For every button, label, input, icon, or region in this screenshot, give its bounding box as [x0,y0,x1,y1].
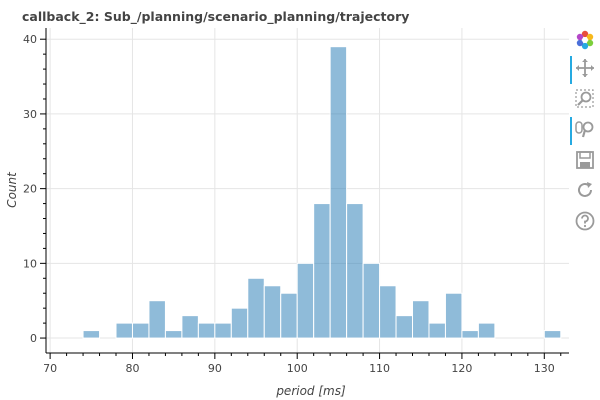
pan-tool-button[interactable] [570,54,600,84]
histogram-bar [230,307,249,339]
histogram-bar [197,322,216,339]
histogram-bar [164,330,183,339]
histogram-bar [313,203,331,339]
histogram-bar [395,315,414,339]
chart-toolbar [570,26,600,241]
y-tick-label: 30 [23,108,37,121]
histogram-bar [296,262,315,339]
histogram-bar [247,277,265,339]
y-tick-label: 20 [23,183,37,196]
help-icon [575,211,595,231]
x-tick-label: 100 [287,362,308,375]
histogram-bar [346,203,364,339]
y-tick-label: 0 [30,332,37,345]
histogram-bar [148,300,166,339]
x-tick-label: 130 [534,362,555,375]
histogram-bar [329,46,348,339]
histogram-bar [115,322,133,339]
wheel-zoom-tool-button[interactable] [570,115,600,145]
histogram-bar [444,292,463,339]
histogram-bar [477,322,496,339]
bars-group [82,46,562,339]
reset-tool-button[interactable] [570,176,600,206]
pan-icon [576,59,594,77]
x-tick-label: 80 [125,362,139,375]
axes-group: 70 80 90 100 110 120 130 0 10 20 30 40 [23,28,569,375]
bokeh-logo[interactable] [570,26,600,56]
x-tick-label: 110 [369,362,390,375]
bokeh-logo-icon [576,30,594,50]
y-tick-label: 40 [23,33,37,46]
histogram-bar [280,292,298,339]
histogram-bar [412,300,430,339]
histogram-bar [214,322,232,339]
y-axis-label: Count [5,171,19,208]
x-tick-label: 120 [451,362,472,375]
histogram-bar [181,315,199,339]
x-tick-label: 90 [208,362,222,375]
chart-title: callback_2: Sub_/planning/scenario_plann… [22,9,409,25]
histogram-bar [543,330,562,339]
box-zoom-icon [575,89,594,108]
histogram-bar [428,322,446,339]
reset-icon [578,182,592,197]
histogram-bar [131,322,150,339]
wheel-zoom-icon [575,121,594,138]
y-tick-label: 10 [23,257,37,270]
help-tool-button[interactable] [570,207,600,237]
save-icon [576,151,594,169]
histogram-bar [263,285,282,339]
labels-group: callback_2: Sub_/planning/scenario_plann… [5,9,409,398]
histogram-bar [82,330,101,339]
histogram-bar [461,330,479,339]
histogram-bar [379,285,397,339]
x-tick-label: 70 [43,362,57,375]
box-zoom-tool-button[interactable] [570,85,600,115]
save-tool-button[interactable] [570,146,600,176]
x-axis-label: period [ms] [275,384,346,398]
histogram-bar [362,262,381,339]
